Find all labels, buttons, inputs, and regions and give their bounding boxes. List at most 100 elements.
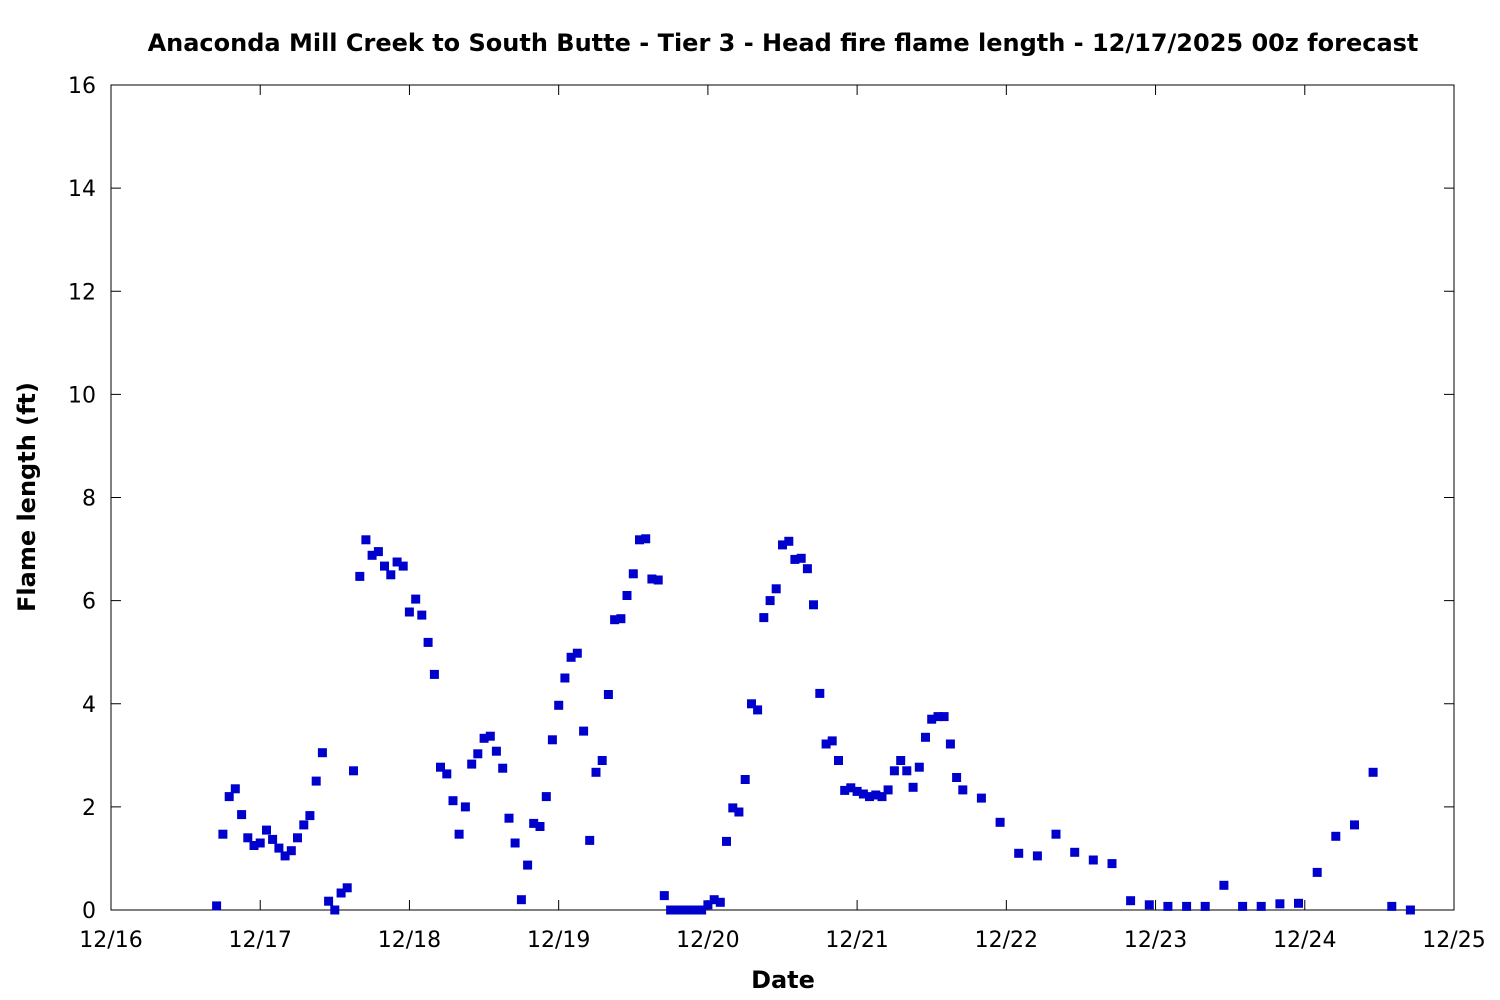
x-tick-label: 12/21 xyxy=(825,928,888,953)
data-point xyxy=(516,895,526,905)
data-point xyxy=(305,811,315,821)
data-point xyxy=(927,714,937,724)
y-axis-label: Flame length (ft) xyxy=(13,382,41,612)
data-point xyxy=(722,836,731,846)
data-point xyxy=(535,822,545,831)
data-point xyxy=(1294,898,1303,908)
data-point xyxy=(821,739,831,749)
data-point xyxy=(324,896,334,906)
data-point xyxy=(933,712,943,722)
data-point xyxy=(299,820,309,830)
data-point xyxy=(858,789,868,799)
data-point xyxy=(1144,900,1154,910)
data-point xyxy=(802,564,812,574)
data-point xyxy=(429,669,439,679)
data-point xyxy=(274,843,284,853)
data-point xyxy=(1070,847,1080,857)
data-point xyxy=(342,883,352,893)
data-point xyxy=(349,766,358,776)
data-point xyxy=(541,792,551,802)
data-point xyxy=(1051,829,1061,839)
y-tick-label: 6 xyxy=(82,590,96,615)
tick-labels: 12/16 12/17 12/18 12/19 12/20 12/21 12/22 12/23… xyxy=(68,74,1486,953)
data-point xyxy=(504,813,514,823)
data-point xyxy=(579,726,589,736)
data-point xyxy=(442,769,452,779)
data-point xyxy=(585,835,595,845)
data-point xyxy=(939,712,949,722)
axis-ticks xyxy=(110,84,1455,911)
data-point xyxy=(715,897,725,907)
data-point xyxy=(914,762,924,772)
data-point xyxy=(703,900,713,910)
data-point xyxy=(1014,848,1024,858)
data-point xyxy=(902,766,912,776)
data-point xyxy=(436,762,445,772)
data-point xyxy=(877,792,887,802)
data-point xyxy=(945,739,955,749)
data-point xyxy=(417,610,427,620)
data-point xyxy=(976,793,986,803)
data-point xyxy=(753,705,763,715)
data-point xyxy=(523,860,533,870)
data-point xyxy=(237,810,247,820)
data-point xyxy=(759,613,769,623)
data-point xyxy=(896,756,906,765)
y-tick-label: 10 xyxy=(68,383,96,408)
data-point xyxy=(373,547,383,557)
data-point xyxy=(1088,855,1098,865)
data-point xyxy=(709,895,719,905)
chart-title: Anaconda Mill Creek to South Butte - Tie… xyxy=(148,29,1419,57)
data-point xyxy=(411,594,421,604)
data-point xyxy=(628,569,638,579)
data-point xyxy=(460,802,470,812)
data-point xyxy=(591,767,601,777)
data-point xyxy=(473,749,483,759)
data-point xyxy=(491,746,501,756)
data-point xyxy=(249,841,259,850)
data-point xyxy=(852,786,862,796)
data-point xyxy=(262,825,271,835)
data-point xyxy=(355,571,365,581)
data-point xyxy=(952,773,962,782)
data-point xyxy=(1350,820,1359,830)
data-point xyxy=(921,732,930,742)
data-point xyxy=(479,733,489,743)
data-point xyxy=(498,763,508,773)
x-tick-label: 12/22 xyxy=(975,928,1038,953)
data-point xyxy=(448,796,458,806)
data-point xyxy=(330,905,340,915)
data-point xyxy=(1405,905,1415,915)
data-point xyxy=(467,759,477,769)
y-tick-label: 0 xyxy=(82,899,96,924)
data-point xyxy=(293,833,302,843)
data-point xyxy=(765,596,775,606)
data-point xyxy=(740,775,750,784)
data-point xyxy=(647,574,657,584)
x-axis-label: Date xyxy=(751,966,815,994)
plot-frame xyxy=(110,84,1455,911)
data-point xyxy=(1107,859,1117,869)
data-point xyxy=(865,792,874,802)
data-point xyxy=(691,905,700,915)
data-point xyxy=(361,535,371,545)
data-point xyxy=(398,561,408,571)
y-tick-label: 14 xyxy=(68,177,96,202)
data-point xyxy=(367,550,377,560)
y-tick-label: 2 xyxy=(82,796,96,821)
y-tick-label: 16 xyxy=(68,74,96,99)
data-point xyxy=(311,776,321,786)
data-point xyxy=(871,790,881,800)
data-point xyxy=(790,554,800,564)
data-point xyxy=(224,792,234,802)
data-point xyxy=(827,736,837,746)
x-tick-label: 12/19 xyxy=(527,928,590,953)
y-tick-label: 12 xyxy=(68,280,96,305)
data-point xyxy=(529,818,539,828)
data-point xyxy=(747,699,756,709)
data-point xyxy=(1238,901,1248,911)
data-point xyxy=(404,607,414,617)
data-point xyxy=(603,690,613,699)
x-tick-label: 12/20 xyxy=(676,928,739,953)
